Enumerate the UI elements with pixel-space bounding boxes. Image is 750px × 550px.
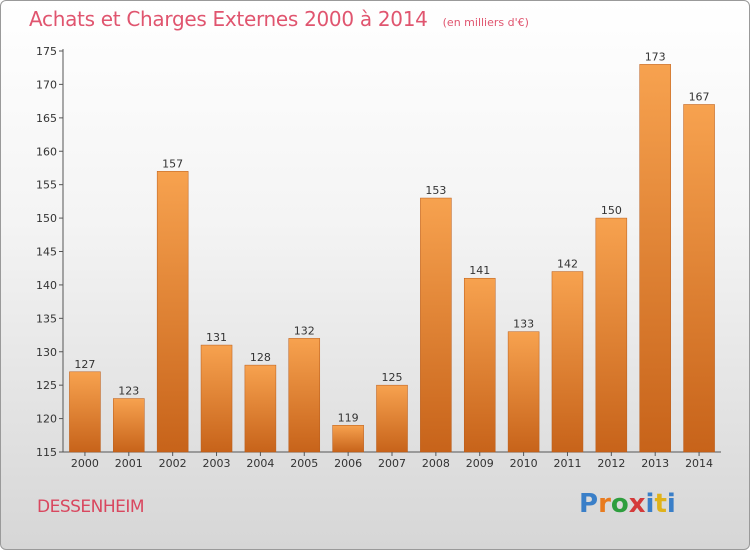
bar-value-label: 119 xyxy=(338,411,359,424)
y-tick-label: 120 xyxy=(36,413,57,426)
bar-value-label: 173 xyxy=(645,50,666,63)
bar-value-label: 133 xyxy=(513,318,534,331)
bar-value-label: 125 xyxy=(382,371,403,384)
y-tick-label: 115 xyxy=(36,446,57,459)
y-tick-label: 155 xyxy=(36,179,57,192)
bar-value-label: 128 xyxy=(250,351,271,364)
x-tick-label: 2007 xyxy=(378,457,406,470)
logo-letter: i xyxy=(666,489,676,519)
bar-value-label: 142 xyxy=(557,258,578,271)
y-tick-label: 145 xyxy=(36,246,57,259)
x-tick-label: 2009 xyxy=(466,457,494,470)
logo-letter: P xyxy=(579,489,599,519)
y-tick-label: 150 xyxy=(36,212,57,225)
bar xyxy=(463,277,496,453)
x-tick-label: 2005 xyxy=(290,457,318,470)
y-tick-label: 130 xyxy=(36,346,57,359)
commune-name: DESSENHEIM xyxy=(37,497,145,517)
y-tick-label: 140 xyxy=(36,279,57,292)
bar-value-label: 131 xyxy=(206,331,227,344)
title-row: Achats et Charges Externes 2000 à 2014 (… xyxy=(29,7,529,31)
x-tick-label: 2014 xyxy=(685,457,713,470)
bar-value-label: 150 xyxy=(601,204,622,217)
bar xyxy=(507,331,540,453)
x-tick-label: 2004 xyxy=(246,457,274,470)
bar xyxy=(683,104,715,453)
bar xyxy=(639,64,671,453)
x-tick-label: 2000 xyxy=(71,457,99,470)
x-tick-label: 2003 xyxy=(203,457,231,470)
logo-letter: x xyxy=(628,489,646,519)
bar xyxy=(200,344,233,453)
bar xyxy=(595,217,628,453)
bar xyxy=(244,364,277,453)
x-tick-label: 2011 xyxy=(553,457,581,470)
bar xyxy=(376,384,408,453)
y-tick-label: 165 xyxy=(36,112,57,125)
bar-value-label: 167 xyxy=(689,90,710,103)
y-tick-label: 160 xyxy=(36,145,57,158)
logo-letter: r xyxy=(598,489,611,519)
bar-value-label: 141 xyxy=(469,264,490,277)
bar xyxy=(69,371,101,453)
x-tick-label: 2012 xyxy=(597,457,625,470)
bar-value-label: 123 xyxy=(118,385,139,398)
y-tick-label: 175 xyxy=(36,45,57,58)
proxiti-logo: Proxiti xyxy=(579,489,676,519)
x-tick-label: 2006 xyxy=(334,457,362,470)
bar xyxy=(156,171,189,453)
x-tick-label: 2001 xyxy=(115,457,143,470)
x-tick-label: 2013 xyxy=(641,457,669,470)
y-tick-label: 125 xyxy=(36,379,57,392)
logo-letter: i xyxy=(645,489,655,519)
chart-subtitle: (en milliers d'€) xyxy=(442,16,529,29)
x-tick-label: 2010 xyxy=(510,457,538,470)
bar-value-label: 153 xyxy=(425,184,446,197)
bar xyxy=(332,425,364,453)
bar xyxy=(420,197,452,453)
x-tick-label: 2002 xyxy=(159,457,187,470)
bar-value-label: 132 xyxy=(294,324,315,337)
chart-title: Achats et Charges Externes 2000 à 2014 xyxy=(29,7,428,31)
bar xyxy=(113,398,145,453)
logo-letter: t xyxy=(654,489,667,519)
bar xyxy=(551,271,584,453)
y-tick-label: 170 xyxy=(36,78,57,91)
logo-letter: o xyxy=(610,489,629,519)
bar xyxy=(288,338,321,453)
bar-value-label: 157 xyxy=(162,157,183,170)
x-tick-label: 2008 xyxy=(422,457,450,470)
bar-value-label: 127 xyxy=(74,358,95,371)
y-tick-label: 135 xyxy=(36,312,57,325)
